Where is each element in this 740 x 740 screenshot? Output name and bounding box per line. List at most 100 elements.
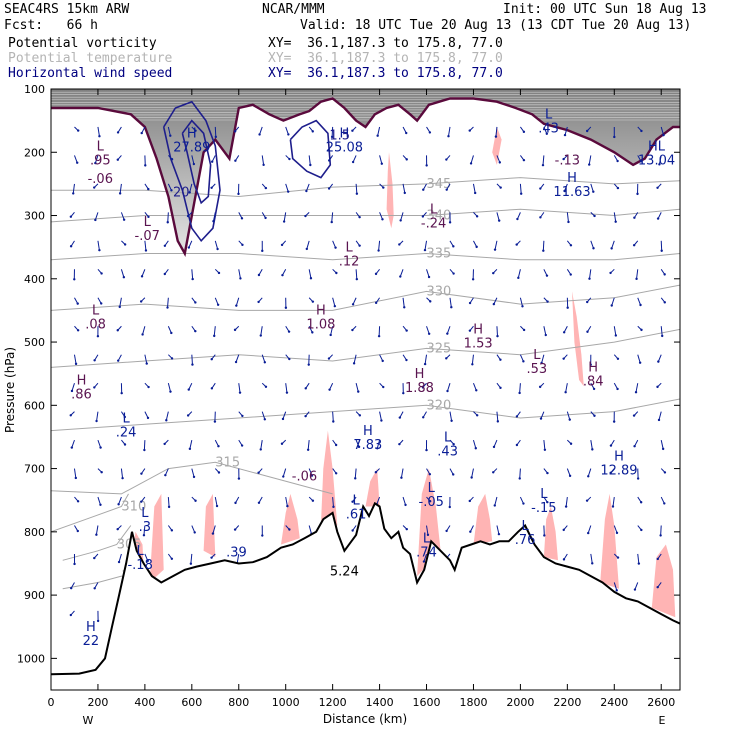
forecast-hour: Fcst: 66 h [4, 18, 98, 33]
wind-vector-head [562, 157, 565, 161]
wind-vector-head [517, 276, 520, 280]
wind-vector [214, 297, 219, 305]
wind-vector [167, 326, 172, 334]
wind-vector-head [100, 302, 103, 305]
wind-vector-head [405, 131, 408, 135]
wind-vector-head [562, 558, 566, 561]
wind-vector-head [282, 220, 286, 223]
wind-vector [238, 383, 241, 393]
wind-vector-head [257, 300, 260, 304]
wind-vector-head [426, 533, 430, 537]
wind-vector-head [216, 247, 219, 251]
wind-vector-head [332, 420, 335, 423]
wind-vector [543, 126, 548, 134]
wind-vector-head [233, 528, 237, 531]
wind-vector [519, 383, 521, 394]
wind-vector-head [546, 471, 549, 475]
wind-vector-head [657, 360, 660, 363]
wind-vector [285, 126, 289, 135]
wind-vector-head [93, 587, 96, 590]
wind-vector [238, 269, 241, 279]
wind-vector-head [543, 534, 546, 537]
wind-vector-head [540, 361, 543, 365]
wind-vector-head [492, 302, 496, 306]
wind-vector [119, 183, 122, 194]
wind-vector-head [405, 358, 408, 362]
wind-vector [191, 155, 195, 165]
wind-vector [97, 126, 100, 137]
wind-vector-head [544, 333, 547, 337]
wind-vector-head [233, 130, 237, 133]
wind-contour-2 [289, 119, 332, 179]
wind-vector [637, 354, 641, 363]
hl-value: .24 [116, 425, 137, 440]
wind-vector-head [333, 304, 337, 308]
wind-vector-head [170, 357, 174, 360]
wind-vector-head [240, 444, 244, 447]
wind-vector-head [123, 443, 127, 446]
wind-vector [613, 582, 618, 591]
wind-vector-head [427, 332, 431, 335]
wind-vector-head [377, 249, 380, 252]
wind-vector [235, 297, 240, 306]
wind-vector-head [564, 391, 567, 394]
field-xy-pv: XY= 36.1,187.3 to 175.8, 77.0 [268, 36, 503, 51]
hl-letter: L [137, 544, 145, 559]
wind-vector [426, 269, 430, 278]
wind-vector [191, 354, 193, 365]
wind-vector-head [468, 129, 471, 132]
wind-contour-0 [162, 100, 221, 243]
wind-vector-head [399, 275, 402, 278]
wind-vector-head [564, 505, 568, 508]
wind-vector-head [468, 499, 471, 503]
wind-vector [332, 497, 334, 507]
wind-vector-head [381, 359, 384, 363]
wind-vector-head [633, 216, 636, 219]
wind-vector-head [474, 447, 477, 450]
wind-vector-head [538, 385, 542, 389]
wind-vector-head [188, 447, 192, 451]
wind-vector-head [98, 135, 101, 138]
wind-vector-head [351, 303, 355, 306]
wind-vector [73, 354, 77, 364]
wind-vector-head [145, 362, 148, 365]
hl-letter: L [423, 531, 431, 546]
wind-vector-head [446, 332, 449, 335]
wind-vector-head [522, 130, 526, 134]
wind-vector [496, 411, 499, 422]
wind-vector-head [98, 248, 101, 252]
x-tick-label: 1400 [366, 696, 394, 709]
wind-vector-head [96, 619, 100, 623]
wind-vector-head [233, 328, 237, 332]
wind-vector-head [351, 500, 354, 503]
wind-vector-head [499, 186, 502, 189]
wind-vector-head [374, 272, 378, 276]
wind-vector-head [93, 359, 96, 362]
wind-vector-head [94, 161, 97, 165]
wind-vector-head [99, 446, 102, 449]
wind-vector [332, 240, 337, 248]
wind-vector-head [638, 361, 642, 364]
wind-vector [426, 525, 429, 535]
wind-vector [449, 297, 452, 308]
wind-vector-head [259, 448, 262, 451]
hl-value: .84 [583, 375, 604, 390]
wind-vector-head [167, 505, 171, 509]
wind-vector-head [614, 220, 617, 223]
wind-vector-head [215, 504, 219, 508]
y-axis-label: Pressure (hPa) [3, 347, 17, 433]
wind-vector [191, 468, 195, 478]
wind-vector-head [518, 477, 521, 480]
theta-line-310 [51, 493, 129, 533]
wind-vector-head [70, 446, 74, 449]
wind-vector-head [422, 416, 425, 419]
wind-vector-head [281, 417, 285, 421]
pink-region [600, 493, 619, 589]
wind-vector-head [311, 331, 314, 334]
wind-vector [355, 269, 358, 280]
wind-vector-head [76, 161, 79, 164]
wind-vector [588, 155, 592, 165]
wind-vector [496, 155, 501, 163]
x-tick-label: 1000 [272, 696, 300, 709]
wind-vector-head [636, 192, 639, 196]
